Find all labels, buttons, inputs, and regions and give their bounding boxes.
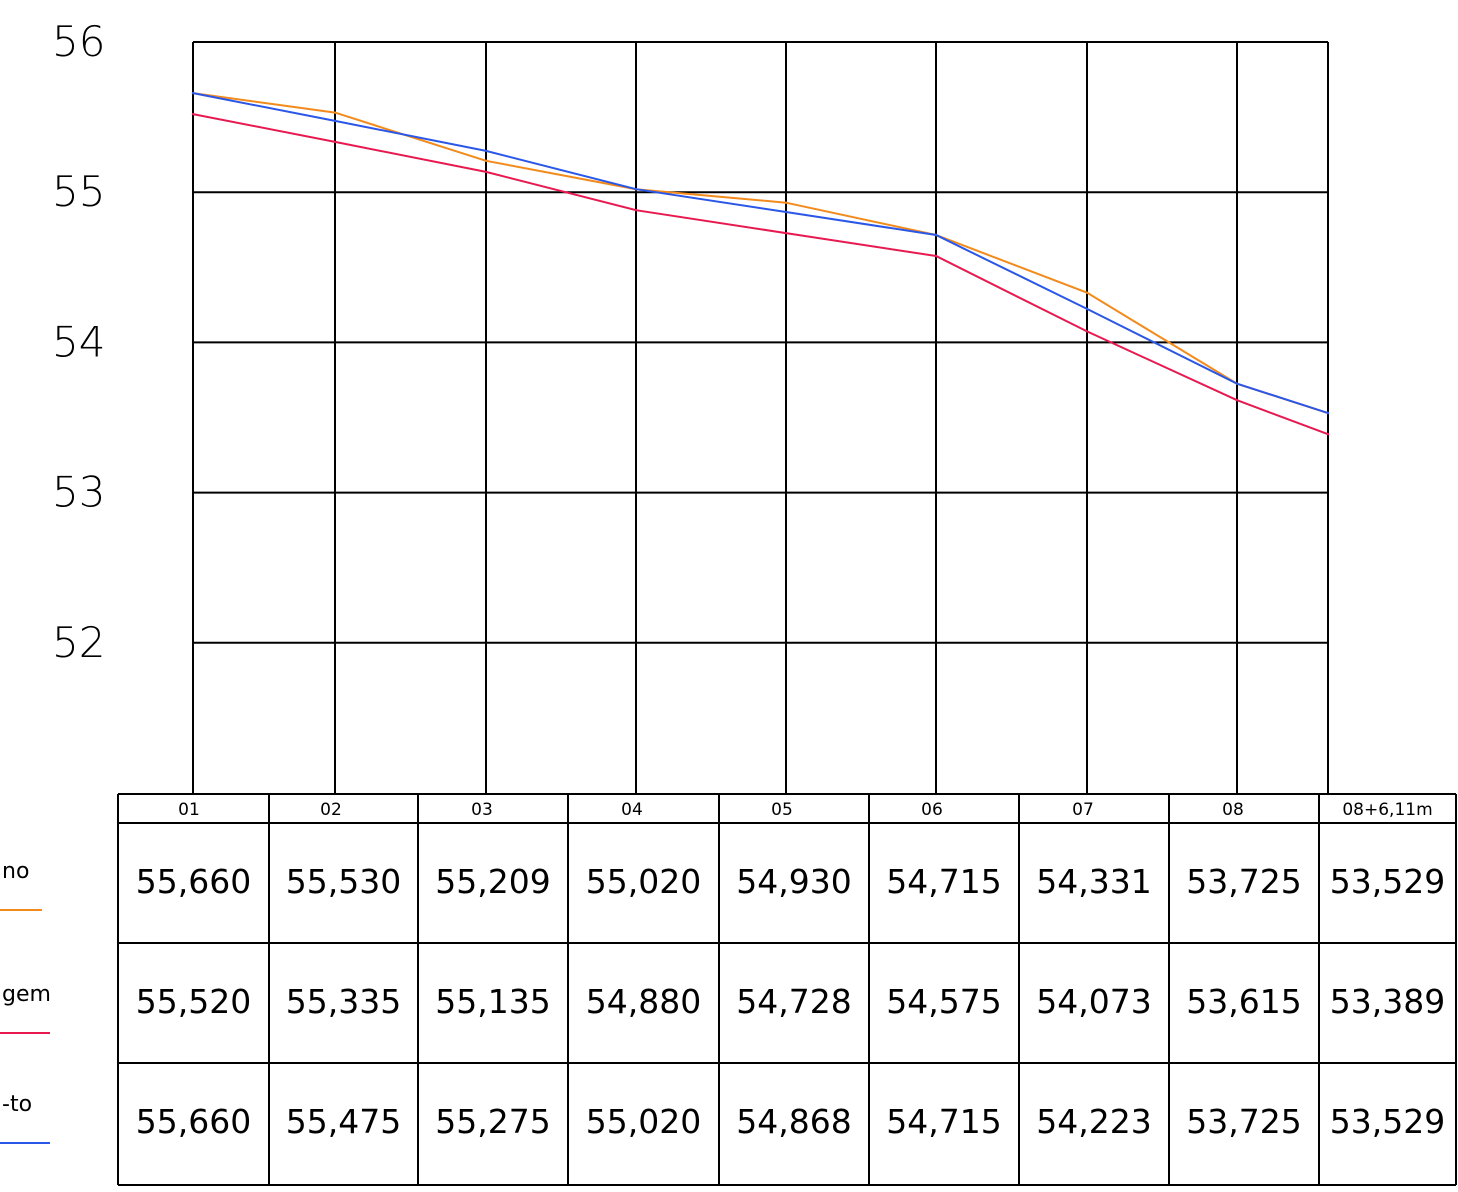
grid bbox=[192, 41, 1329, 793]
data-cell-label: 54,073 bbox=[1036, 982, 1151, 1021]
data-point bbox=[484, 170, 488, 174]
data-cell-label: 54,868 bbox=[736, 1102, 851, 1141]
y-tick-labels: 56 55 54 53 52 bbox=[52, 17, 105, 667]
data-point bbox=[784, 201, 788, 204]
station-label: 07 bbox=[1072, 800, 1094, 820]
data-point bbox=[333, 111, 337, 114]
data-point bbox=[333, 119, 337, 123]
data-cell-label: 55,530 bbox=[286, 862, 401, 901]
data-table: 01 02 03 04 05 06 07 08 08+6,11m 55,660 55,530 55,2… bbox=[117, 793, 1457, 1186]
series-line-gem bbox=[192, 113, 1329, 436]
data-cell-label: 53,725 bbox=[1186, 862, 1301, 901]
data-point bbox=[1085, 330, 1089, 333]
series-line-no bbox=[192, 92, 1329, 415]
station-label: 06 bbox=[921, 800, 943, 820]
data-point bbox=[333, 140, 337, 144]
data-cell-label: 54,715 bbox=[886, 1102, 1001, 1141]
data-point bbox=[191, 91, 195, 95]
data-point bbox=[784, 210, 788, 214]
series-lines bbox=[191, 91, 1330, 436]
series-line-to bbox=[192, 92, 1329, 415]
data-point bbox=[1326, 433, 1330, 436]
station-label: 05 bbox=[771, 800, 793, 820]
data-point bbox=[1235, 382, 1239, 385]
data-point bbox=[934, 254, 938, 258]
data-point bbox=[1085, 291, 1089, 294]
y-tick-label: 56 bbox=[52, 17, 105, 66]
station-label: 02 bbox=[320, 800, 342, 820]
data-cell-label: 55,275 bbox=[435, 1102, 550, 1141]
data-cell-label: 55,520 bbox=[136, 982, 251, 1021]
y-tick-label: 55 bbox=[52, 167, 105, 216]
data-cell-label: 53,389 bbox=[1330, 982, 1445, 1021]
data-point bbox=[1085, 307, 1089, 311]
data-cell-label: 54,715 bbox=[886, 862, 1001, 901]
data-point bbox=[1235, 399, 1239, 402]
data-cell-label: 53,529 bbox=[1330, 1102, 1445, 1141]
station-label: 04 bbox=[621, 800, 643, 820]
y-tick-label: 53 bbox=[52, 468, 105, 517]
station-label: 08 bbox=[1222, 800, 1244, 820]
data-point bbox=[934, 233, 938, 237]
legend-label: gem bbox=[2, 982, 51, 1007]
data-point bbox=[784, 231, 788, 235]
station-label: 03 bbox=[471, 800, 493, 820]
data-cell-label: 55,335 bbox=[286, 982, 401, 1021]
y-tick-label: 54 bbox=[52, 317, 105, 366]
data-point bbox=[634, 209, 638, 212]
data-cell-label: 53,529 bbox=[1330, 862, 1445, 901]
data-cell-label: 54,223 bbox=[1036, 1102, 1151, 1141]
data-cell-label: 55,660 bbox=[136, 1102, 251, 1141]
data-cell-label: 55,135 bbox=[435, 982, 550, 1021]
data-point bbox=[484, 159, 488, 162]
data-point bbox=[191, 112, 195, 116]
data-cell-label: 55,660 bbox=[136, 862, 251, 901]
data-cell-label: 54,728 bbox=[736, 982, 851, 1021]
legend-label: no bbox=[2, 859, 29, 884]
data-cell-label: 54,930 bbox=[736, 862, 851, 901]
legend: no gem -to bbox=[0, 859, 51, 1144]
data-point bbox=[1326, 411, 1330, 415]
data-cell-label: 55,020 bbox=[586, 862, 701, 901]
data-cell-label: 53,615 bbox=[1186, 982, 1301, 1021]
data-cell-label: 53,725 bbox=[1186, 1102, 1301, 1141]
station-label: 01 bbox=[178, 800, 200, 820]
data-cell-label: 54,331 bbox=[1036, 862, 1151, 901]
legend-label: -to bbox=[2, 1092, 32, 1117]
data-point bbox=[634, 188, 638, 191]
data-cell-label: 55,020 bbox=[586, 1102, 701, 1141]
data-point bbox=[484, 149, 488, 153]
data-cell-label: 54,575 bbox=[886, 982, 1001, 1021]
data-cell-label: 54,880 bbox=[586, 982, 701, 1021]
station-label: 08+6,11m bbox=[1342, 800, 1432, 820]
data-cell-label: 55,209 bbox=[435, 862, 550, 901]
data-cell-label: 55,475 bbox=[286, 1102, 401, 1141]
y-tick-label: 52 bbox=[52, 618, 105, 667]
